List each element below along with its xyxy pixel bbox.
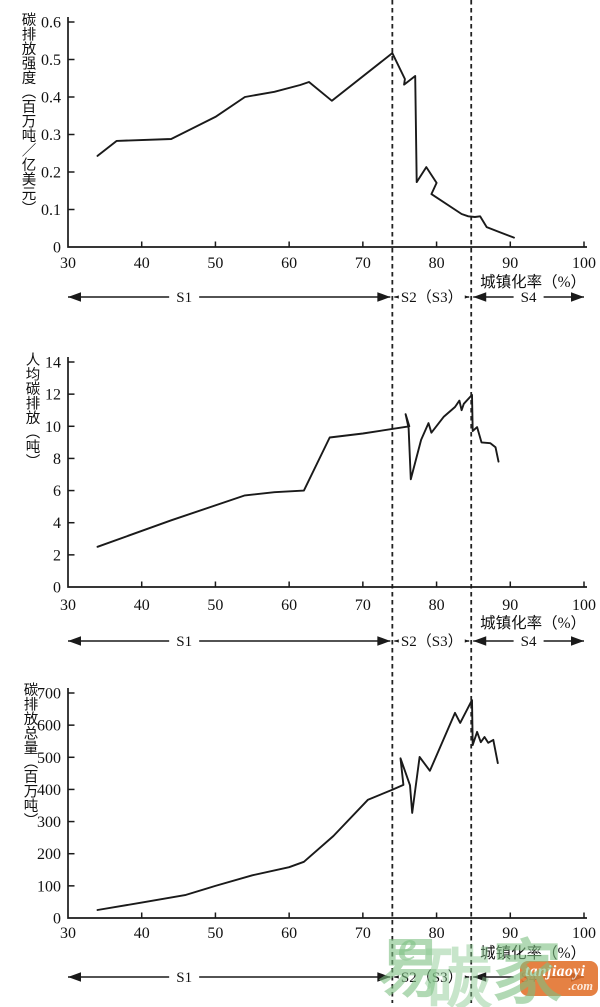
axes <box>67 357 587 588</box>
stage-label: S2（S3） <box>401 289 463 306</box>
x-tick-label: 90 <box>502 597 518 614</box>
arrowhead-left-icon <box>473 636 487 646</box>
stage-label-bg <box>169 968 200 986</box>
arrowhead-right-icon <box>377 292 391 302</box>
y-tick-label: 200 <box>37 846 61 863</box>
y-tick-label: 12 <box>45 387 61 404</box>
y-axis-label-carbon-intensity: 碳排放强度（百万吨／亿美元） <box>19 12 36 215</box>
x-tick-label: 60 <box>281 597 297 614</box>
series-line <box>96 52 515 239</box>
y-tick-label: 400 <box>37 782 61 799</box>
stage-label: S4 <box>521 290 537 306</box>
x-tick-label: 70 <box>355 597 371 614</box>
y-tick-label: 0.4 <box>41 90 61 107</box>
watermark-char-jia: 家 <box>492 936 562 1007</box>
arrowhead-left-icon <box>68 292 81 302</box>
arrowhead-left-icon <box>68 972 81 982</box>
y-tick-label: 4 <box>53 515 61 532</box>
y-tick-label: 8 <box>53 451 61 468</box>
x-tick-label: 40 <box>134 255 150 272</box>
y-tick-label: 600 <box>37 718 61 735</box>
y-tick-label: 0.6 <box>41 15 61 32</box>
x-tick-label: 70 <box>355 925 371 942</box>
stage-label-bg <box>169 632 200 650</box>
x-tick-label: 50 <box>207 597 223 614</box>
y-tick-label: 100 <box>37 878 61 895</box>
y-tick-label: 300 <box>37 814 61 831</box>
x-tick-label: 30 <box>60 925 76 942</box>
x-tick-label: 40 <box>134 925 150 942</box>
y-tick-label: 0 <box>53 240 61 257</box>
stage-label-bg <box>513 288 544 306</box>
stage-label-bg <box>169 288 200 306</box>
watermark-swirl-icon: e <box>398 924 417 970</box>
x-tick-label: 50 <box>207 925 223 942</box>
stage-label-bg <box>398 632 465 650</box>
x-tick-label: 40 <box>134 597 150 614</box>
arrowhead-right-icon <box>377 636 391 646</box>
series-line <box>96 393 500 548</box>
arrowhead-right-icon <box>377 972 391 982</box>
x-tick-label: 80 <box>429 255 445 272</box>
watermark-brand-box: tanjiaoyi .com <box>520 961 598 996</box>
stage-label-bg <box>398 288 465 306</box>
stage-label: S2（S3） <box>401 633 463 650</box>
x-tick-label: 60 <box>281 255 297 272</box>
x-tick-label: 90 <box>502 255 518 272</box>
y-axis-label-total-emissions: 碳排放总量（百万吨） <box>21 682 38 827</box>
y-tick-label: 0.2 <box>41 165 61 182</box>
stage-label: S2（S3） <box>401 969 463 986</box>
stage-label-bg <box>513 632 544 650</box>
arrowhead-left-icon <box>473 292 487 302</box>
stage-label: S1 <box>176 290 192 306</box>
stage-label-bg <box>398 968 465 986</box>
x-axis-label: 城镇化率（%） <box>480 944 586 962</box>
watermark-brand: tanjiaoyi <box>525 963 586 980</box>
x-tick-label: 90 <box>502 925 518 942</box>
x-tick-label: 30 <box>60 597 76 614</box>
y-tick-label: 700 <box>37 686 61 703</box>
x-tick-label: 80 <box>429 925 445 942</box>
series-line <box>96 699 499 911</box>
x-tick-label: 70 <box>355 255 371 272</box>
stage-label: S1 <box>176 634 192 650</box>
stage-label: S4 <box>521 634 537 650</box>
x-tick-label: 100 <box>572 255 596 272</box>
arrowhead-right-icon <box>571 636 584 646</box>
y-tick-label: 2 <box>53 547 61 564</box>
y-axis-label-per-capita-emissions: 人均碳排放（吨） <box>23 352 40 468</box>
x-tick-label: 80 <box>429 597 445 614</box>
stage-label: S1 <box>176 970 192 986</box>
watermark-domain-suffix: .com <box>568 979 593 994</box>
watermark-char-yi: 易 <box>378 934 442 1005</box>
y-tick-label: 0.5 <box>41 52 61 69</box>
y-tick-label: 0.3 <box>41 127 61 144</box>
x-tick-label: 100 <box>572 925 596 942</box>
arrowhead-right-icon <box>571 292 584 302</box>
x-tick-label: 30 <box>60 255 76 272</box>
y-tick-label: 0 <box>53 911 61 928</box>
y-tick-label: 10 <box>45 419 61 436</box>
x-tick-label: 100 <box>572 597 596 614</box>
arrowhead-left-icon <box>68 636 81 646</box>
y-tick-label: 0 <box>53 580 61 597</box>
x-axis-label: 城镇化率（%） <box>480 273 586 291</box>
axes <box>67 17 587 248</box>
arrowhead-left-icon <box>473 972 487 982</box>
y-tick-label: 500 <box>37 750 61 767</box>
y-tick-label: 0.1 <box>41 202 61 219</box>
y-tick-label: 6 <box>53 483 61 500</box>
watermark-char-tan: 碳 <box>424 942 493 1007</box>
axes <box>67 688 587 919</box>
x-tick-label: 60 <box>281 925 297 942</box>
y-tick-label: 14 <box>45 355 61 372</box>
x-tick-label: 50 <box>207 255 223 272</box>
x-axis-label: 城镇化率（%） <box>480 614 586 632</box>
